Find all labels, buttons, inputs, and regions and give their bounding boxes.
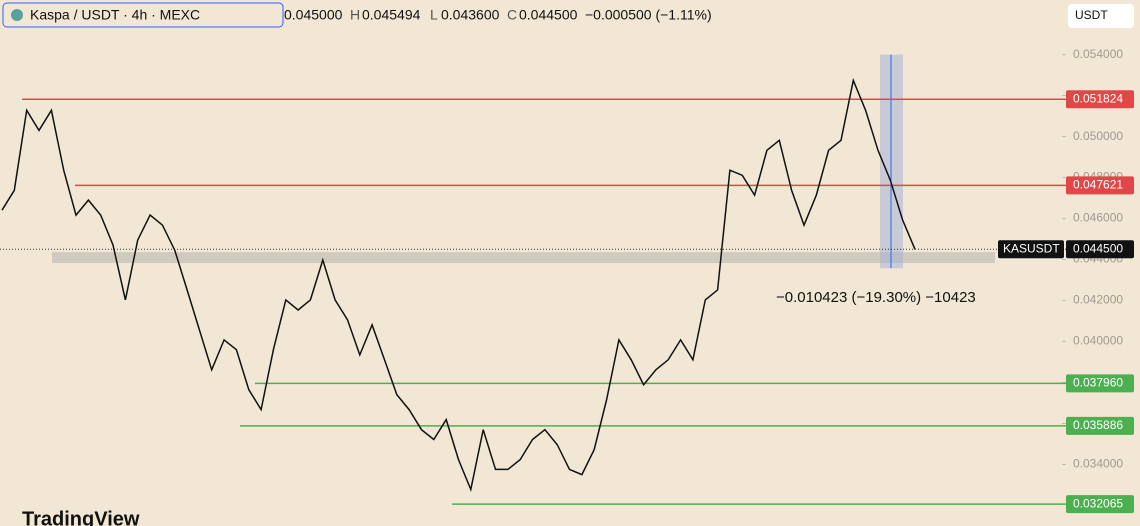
symbol-icon: [11, 9, 23, 21]
last-price-tag: [1066, 240, 1134, 259]
brand: TradingView: [22, 508, 140, 526]
y-tick-label: 0.040000: [1073, 334, 1123, 348]
y-tick-label: 0.054000: [1073, 47, 1123, 61]
currency-button[interactable]: [1068, 4, 1134, 28]
low-label: L: [430, 7, 438, 23]
level-label: 0.051824: [1073, 91, 1123, 105]
high-label: H: [350, 7, 360, 23]
last-price-label: 0.044500: [1073, 241, 1123, 255]
level-tag: [1066, 374, 1134, 393]
close-value: 0.044500: [519, 7, 578, 23]
level-tag: [1066, 495, 1134, 514]
level-label: 0.037960: [1073, 376, 1123, 390]
y-tick-label: 0.046000: [1073, 211, 1123, 225]
level-tag: [1066, 90, 1134, 109]
y-tick-label: 0.042000: [1073, 293, 1123, 307]
currency[interactable]: USDT: [1075, 8, 1108, 22]
measure-label: −0.010423 (−19.30%) −10423: [776, 289, 976, 306]
support-zone: [52, 252, 995, 264]
high-value: 0.045494: [362, 7, 421, 23]
change: −0.000500 (−1.11%): [585, 7, 712, 23]
last-price-name-tag: [998, 240, 1064, 259]
y-tick-label: 0.034000: [1073, 457, 1123, 471]
low-value: 0.043600: [441, 7, 500, 23]
level-label: 0.047621: [1073, 178, 1123, 192]
close-label: C: [507, 7, 517, 23]
last-price-name: KASUSDT: [1003, 241, 1060, 255]
level-label: 0.035886: [1073, 418, 1123, 432]
level-label: 0.032065: [1073, 496, 1123, 510]
price-line: [1, 77, 916, 493]
symbol: Kaspa / USDT · 4h · MEXC: [30, 7, 200, 23]
open-value: 0.045000: [284, 7, 343, 23]
symbol-box[interactable]: [2, 2, 284, 28]
level-tag: [1066, 176, 1134, 195]
level-tag: [1066, 416, 1134, 435]
y-tick-label: 0.050000: [1073, 129, 1123, 143]
